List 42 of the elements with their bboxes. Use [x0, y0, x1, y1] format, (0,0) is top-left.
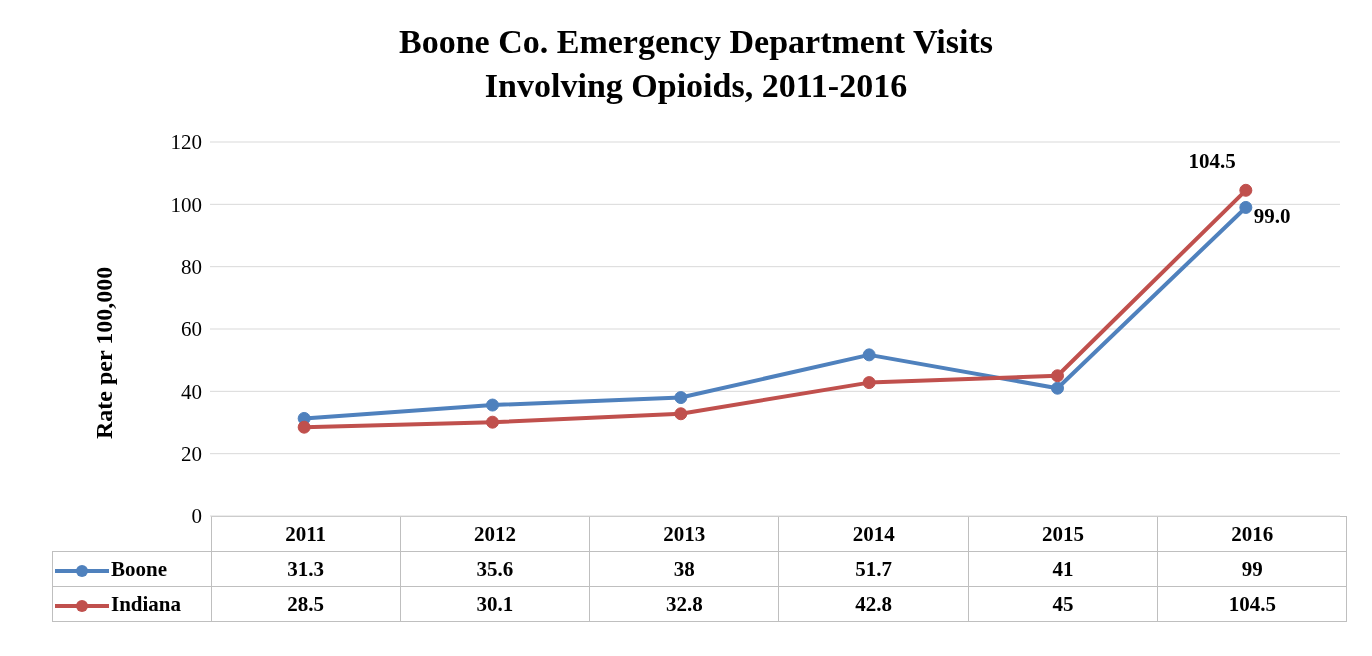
y-tick-label: 20: [181, 442, 202, 467]
x-tick-label: 2016: [1157, 516, 1347, 552]
point: [1239, 183, 1253, 197]
data-label: 99: [1157, 551, 1347, 587]
data-label: 38: [589, 551, 779, 587]
data-label: 28.5: [211, 586, 401, 622]
x-tick-label: 2012: [400, 516, 590, 552]
y-axis-title: Rate per 100,000: [90, 266, 117, 439]
chart-title: Boone Co. Emergency Department Visits Involving Opioids, 2011-2016: [398, 22, 994, 106]
data-label: 32.8: [589, 586, 779, 622]
point: [674, 407, 688, 421]
point: [1239, 200, 1253, 214]
y-tick-label: 100: [170, 192, 202, 217]
point: [486, 415, 499, 429]
point: [486, 398, 499, 412]
data-label: 51.7: [778, 551, 969, 587]
data-label: 30.1: [400, 586, 590, 622]
annotation: 104.5: [1188, 149, 1236, 174]
data-label: 104.5: [1157, 586, 1347, 622]
y-tick-label: 60: [181, 317, 202, 342]
y-tick-label: 40: [181, 379, 202, 404]
y-tick-label: 120: [170, 130, 202, 155]
annotation: 99.0: [1253, 204, 1291, 229]
x-tick-label: 2015: [968, 516, 1158, 552]
data-label: 35.6: [400, 551, 590, 587]
point: [297, 420, 311, 434]
point: [862, 348, 876, 362]
data-label: 42.8: [778, 586, 969, 622]
data-label: 41: [968, 551, 1158, 587]
point: [674, 391, 688, 405]
x-tick-label: 2013: [589, 516, 779, 552]
data-label: 45: [968, 586, 1158, 622]
point: [1051, 381, 1064, 395]
y-tick-label: 0: [191, 504, 202, 529]
x-tick-label: 2014: [778, 516, 969, 552]
point: [862, 376, 876, 390]
data-label: 31.3: [211, 551, 401, 587]
legend-label: Boone: [52, 551, 211, 587]
point: [1051, 369, 1064, 383]
legend-label: Indiana: [52, 586, 211, 622]
y-tick-label: 80: [181, 255, 202, 280]
x-tick-label: 2011: [211, 516, 401, 552]
